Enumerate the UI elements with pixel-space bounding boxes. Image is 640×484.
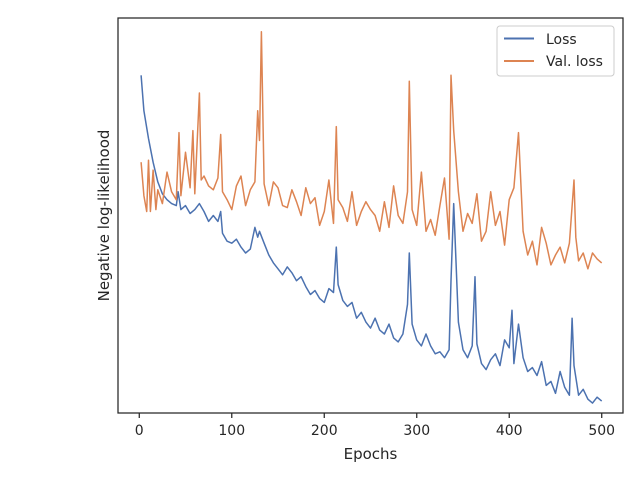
series-line-loss	[140, 75, 603, 404]
x-ticks: 0 100 200 300 400 500	[135, 413, 615, 439]
y-axis-label: Negative log-likelihood	[95, 130, 113, 302]
legend-label-loss: Loss	[546, 32, 577, 48]
x-tick-label: 100	[218, 423, 245, 439]
series-layer	[140, 31, 603, 404]
legend-label-val-loss: Val. loss	[546, 54, 603, 70]
x-tick-label: 500	[588, 423, 615, 439]
series-line-val-loss	[140, 31, 603, 270]
x-tick-label: 400	[496, 423, 523, 439]
x-tick-label: 0	[135, 423, 144, 439]
plot-frame	[117, 17, 624, 414]
x-axis-label: Epochs	[344, 445, 398, 463]
x-tick-label: 200	[311, 423, 338, 439]
x-tick-label: 300	[403, 423, 430, 439]
legend: Loss Val. loss	[496, 25, 615, 77]
